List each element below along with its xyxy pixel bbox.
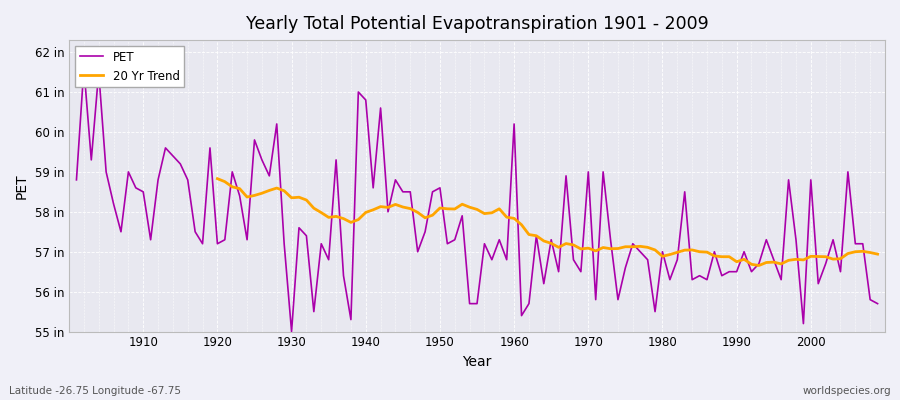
PET	[138, 190, 148, 194]
Text: worldspecies.org: worldspecies.org	[803, 386, 891, 396]
20 Yr Trend	[301, 198, 311, 202]
PET	[353, 90, 364, 94]
PET	[309, 309, 320, 314]
PET	[71, 178, 82, 182]
PET	[613, 297, 624, 302]
PET	[524, 301, 535, 306]
Line: 20 Yr Trend: 20 Yr Trend	[218, 179, 877, 266]
20 Yr Trend	[412, 210, 423, 215]
20 Yr Trend	[212, 176, 223, 181]
20 Yr Trend	[672, 250, 683, 255]
PET	[78, 66, 89, 70]
20 Yr Trend	[769, 260, 779, 264]
20 Yr Trend	[783, 258, 794, 263]
PET	[286, 329, 297, 334]
PET	[516, 313, 526, 318]
Y-axis label: PET: PET	[15, 173, 29, 199]
Line: PET: PET	[76, 68, 878, 332]
20 Yr Trend	[850, 249, 860, 254]
X-axis label: Year: Year	[463, 355, 491, 369]
Title: Yearly Total Potential Evapotranspiration 1901 - 2009: Yearly Total Potential Evapotranspiratio…	[246, 15, 708, 33]
20 Yr Trend	[872, 252, 883, 256]
Legend: PET, 20 Yr Trend: PET, 20 Yr Trend	[75, 46, 184, 87]
20 Yr Trend	[753, 263, 764, 268]
PET	[872, 301, 883, 306]
Text: Latitude -26.75 Longitude -67.75: Latitude -26.75 Longitude -67.75	[9, 386, 181, 396]
